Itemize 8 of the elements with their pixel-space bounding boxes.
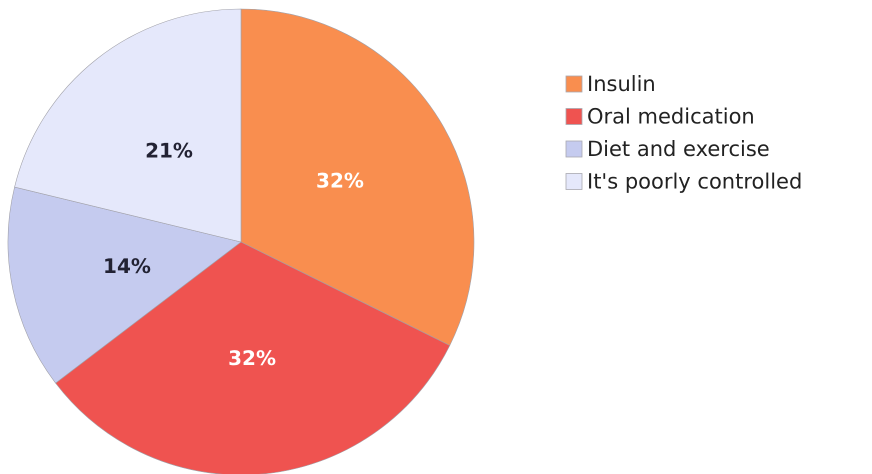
legend-label: It's poorly controlled — [587, 170, 802, 194]
data-label: 14% — [103, 254, 151, 278]
legend-label: Oral medication — [587, 104, 755, 128]
data-label: 32% — [316, 168, 364, 193]
legend-label: Insulin — [587, 72, 656, 96]
legend-label: Diet and exercise — [587, 137, 770, 161]
data-label: 32% — [228, 346, 276, 370]
data-label: 21% — [145, 138, 193, 162]
